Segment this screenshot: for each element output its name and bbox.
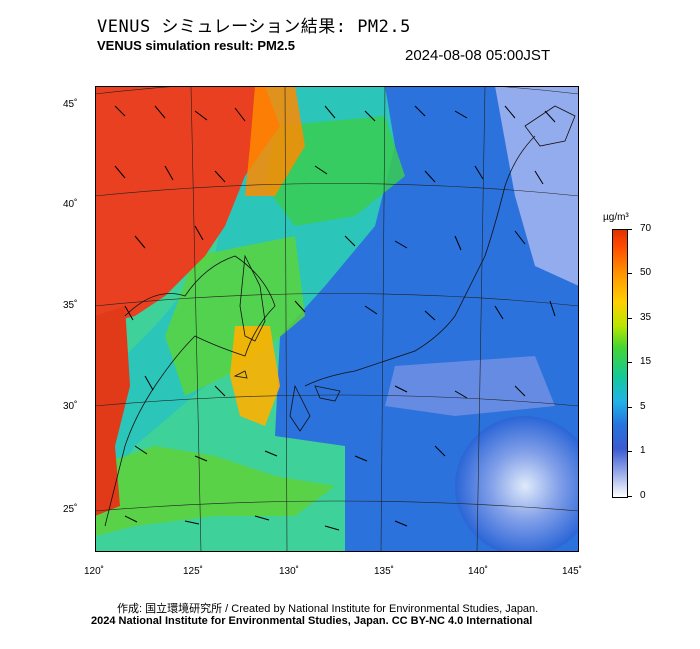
title-japanese: VENUS シミュレーション結果: PM2.5 — [97, 17, 411, 37]
lat-label-45: 45˚ — [63, 99, 78, 110]
license-line: 2024 National Institute for Environmenta… — [91, 615, 533, 627]
colorbar-tick-mark — [627, 362, 632, 363]
moderate-area-south — [95, 446, 335, 536]
lon-label-145: 145˚ — [562, 566, 583, 577]
coastlines — [104, 105, 576, 527]
lat-label-40: 40˚ — [63, 199, 78, 210]
colorbar-tick-mark — [627, 496, 632, 497]
very-high-area-continent — [95, 86, 280, 326]
colorbar-tick-0: 0 — [640, 490, 646, 501]
lon-label-125: 125˚ — [183, 566, 204, 577]
wind-vectors — [114, 105, 556, 531]
moderate-area-korea — [165, 236, 305, 396]
pm25-map — [95, 86, 579, 552]
colorbar-tick-mark — [627, 318, 632, 319]
typhoon-swirl — [455, 416, 579, 552]
very-low-area-south — [385, 356, 555, 416]
colorbar-tick-70: 70 — [640, 223, 652, 234]
high-plume — [230, 326, 280, 426]
lon-label-130: 130˚ — [279, 566, 300, 577]
credit-line: 作成: 国立環境研究所 / Created by National Instit… — [117, 603, 539, 615]
lat-label-35: 35˚ — [63, 300, 78, 311]
colorbar-tick-mark — [627, 451, 632, 452]
colorbar-tick-50: 50 — [640, 267, 652, 278]
map-canvas — [95, 86, 579, 552]
colorbar-tick-mark — [627, 229, 632, 230]
lat-label-30: 30˚ — [63, 401, 78, 412]
very-high-area-coast — [95, 306, 130, 516]
colorbar-tick-5: 5 — [640, 401, 646, 412]
graticule — [95, 86, 579, 552]
colorbar-unit: µg/m³ — [603, 212, 629, 223]
high-area-manchuria — [245, 86, 305, 196]
colorbar-tick-1: 1 — [640, 445, 646, 456]
map-border — [95, 86, 579, 552]
title-english: VENUS simulation result: PM2.5 — [97, 38, 295, 53]
very-low-area-north — [495, 86, 579, 286]
lon-label-120: 120˚ — [84, 566, 105, 577]
lon-label-140: 140˚ — [468, 566, 489, 577]
colorbar — [612, 229, 628, 498]
forecast-timestamp: 2024-08-08 05:00JST — [405, 47, 551, 64]
colorbar-tick-mark — [627, 407, 632, 408]
colorbar-tick-35: 35 — [640, 312, 652, 323]
lon-label-135: 135˚ — [374, 566, 395, 577]
lat-label-25: 25˚ — [63, 504, 78, 515]
colorbar-tick-mark — [627, 273, 632, 274]
colorbar-tick-15: 15 — [640, 356, 652, 367]
